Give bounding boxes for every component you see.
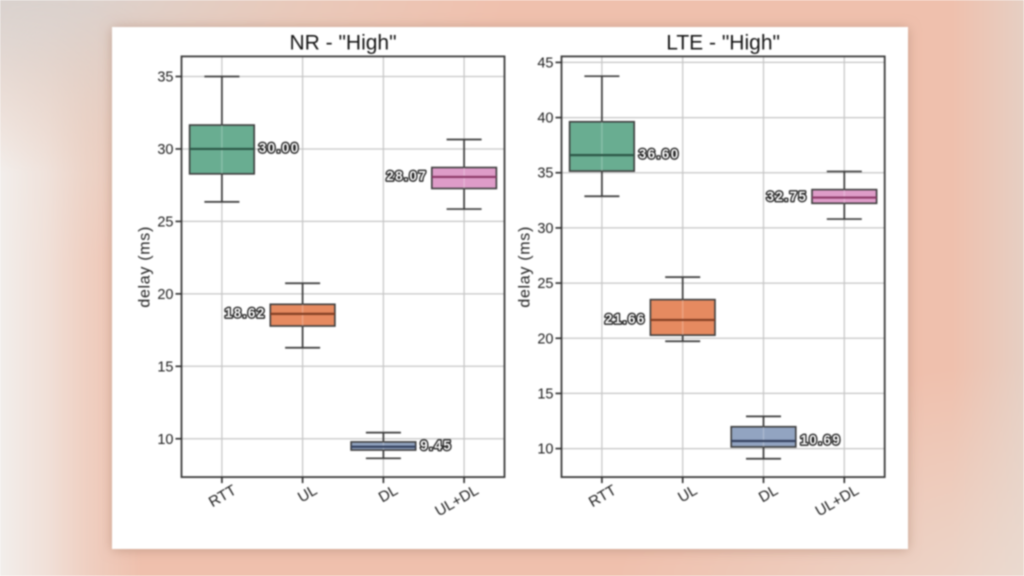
svg-text:15: 15 [537,386,553,402]
svg-text:30: 30 [157,142,173,158]
svg-text:40: 40 [537,111,553,127]
svg-text:9.45: 9.45 [420,438,452,453]
svg-text:20: 20 [537,331,553,347]
svg-text:32.75: 32.75 [766,189,807,204]
svg-text:LTE - "High": LTE - "High" [666,32,780,55]
svg-text:36.60: 36.60 [639,146,680,161]
svg-text:10: 10 [537,442,553,458]
svg-text:delay (ms): delay (ms) [517,226,534,308]
svg-text:10: 10 [157,432,173,448]
svg-text:NR - "High": NR - "High" [289,32,396,55]
svg-text:35: 35 [157,70,173,86]
svg-text:25: 25 [157,214,173,230]
svg-text:20: 20 [157,287,173,303]
svg-text:18.62: 18.62 [225,305,266,320]
svg-text:35: 35 [537,166,553,182]
svg-text:15: 15 [157,359,173,375]
svg-text:45: 45 [537,55,553,71]
svg-text:21.66: 21.66 [605,311,646,326]
svg-text:30.00: 30.00 [259,140,300,155]
svg-text:25: 25 [537,276,553,292]
svg-text:delay (ms): delay (ms) [137,226,154,308]
svg-text:30: 30 [537,221,553,237]
svg-text:10.69: 10.69 [800,432,841,447]
svg-text:28.07: 28.07 [386,168,427,183]
